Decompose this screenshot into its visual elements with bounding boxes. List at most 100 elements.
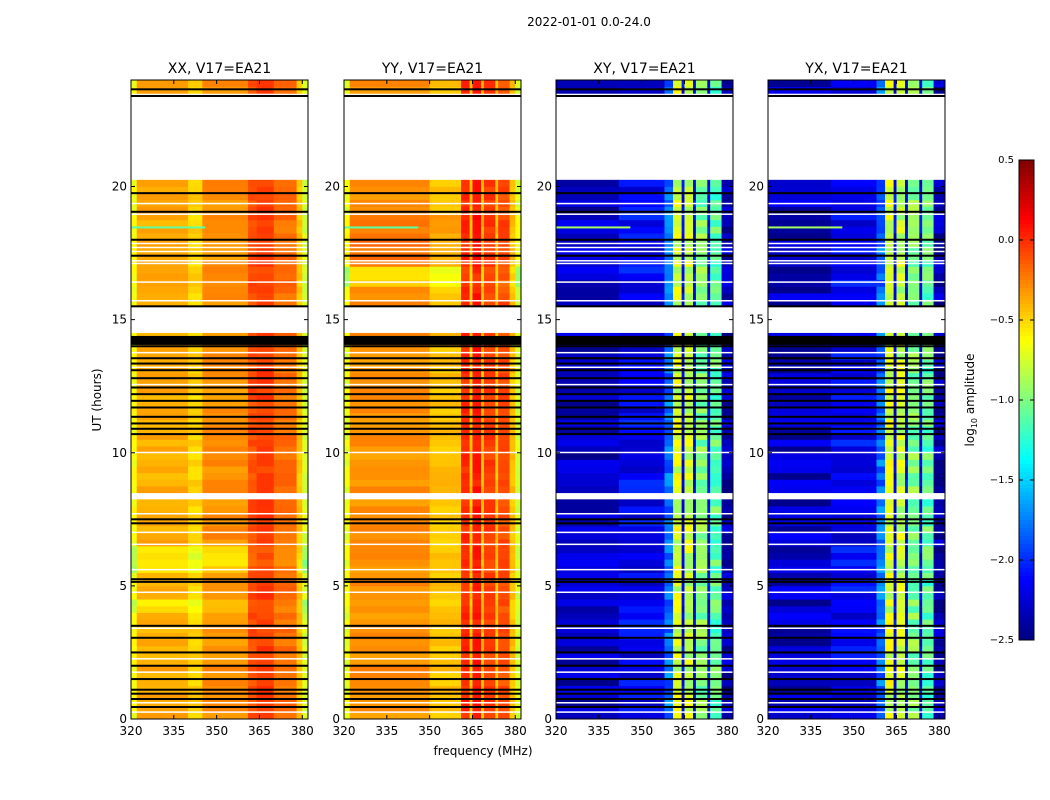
- heatmap-cell: [695, 266, 708, 274]
- heatmap-cell: [461, 512, 471, 520]
- heatmap-cell: [202, 572, 249, 580]
- heatmap-cell: [469, 552, 473, 560]
- heatmap-cell: [188, 659, 203, 667]
- heatmap-cell: [673, 645, 683, 653]
- heatmap-cell: [498, 219, 510, 227]
- heatmap-cell: [256, 672, 275, 680]
- heatmap-cell: [768, 605, 832, 613]
- heatmap-cell: [896, 665, 906, 673]
- heatmap-cell: [296, 206, 303, 214]
- heatmap-cell: [618, 179, 665, 187]
- heatmap-cell: [919, 452, 923, 460]
- heatmap-cell: [515, 612, 522, 620]
- heatmap-cell: [673, 439, 683, 447]
- colorbar-segment: [1019, 320, 1034, 325]
- heatmap-cell: [885, 193, 895, 201]
- heatmap-cell: [830, 506, 877, 514]
- heatmap-cell: [693, 619, 697, 627]
- heatmap-cell: [481, 712, 485, 720]
- heatmap-cell: [876, 472, 886, 480]
- heatmap-cell: [922, 605, 934, 613]
- heatmap-cell: [469, 213, 473, 221]
- heatmap-cell: [922, 572, 934, 580]
- flag-line-black: [131, 692, 308, 695]
- heatmap-cell: [481, 559, 485, 567]
- heatmap-cell: [830, 559, 877, 567]
- heatmap-cell: [905, 213, 909, 221]
- flag-line-white: [556, 568, 733, 571]
- heatmap-cell: [710, 446, 722, 454]
- axes-frame: [767, 79, 946, 720]
- heatmap-cell: [495, 659, 499, 667]
- heatmap-cell: [461, 246, 471, 254]
- heatmap-cell: [481, 372, 485, 380]
- y-tick-label: 15: [537, 313, 552, 327]
- heatmap-cell: [256, 539, 275, 547]
- heatmap-cell: [273, 233, 297, 241]
- heatmap-cell: [664, 233, 674, 241]
- heatmap-cell: [684, 452, 694, 460]
- heatmap-cell: [768, 639, 832, 647]
- heatmap-cell: [885, 213, 895, 221]
- heatmap-cell: [768, 525, 832, 534]
- heatmap-cell: [907, 512, 920, 520]
- heatmap-cell: [710, 206, 722, 214]
- heatmap-cell: [296, 379, 303, 387]
- flag-line-white: [768, 242, 945, 245]
- heatmap-cell: [695, 499, 708, 507]
- y-tick-label: 0: [119, 712, 127, 726]
- heatmap-cell: [256, 446, 275, 454]
- heatmap-cell: [349, 705, 431, 713]
- heatmap-cell: [618, 619, 665, 627]
- heatmap-cell: [896, 346, 906, 354]
- flag-line-white: [556, 451, 733, 454]
- heatmap-cell: [618, 512, 665, 520]
- heatmap-cell: [248, 525, 258, 534]
- heatmap-cell: [495, 705, 499, 713]
- heatmap-cell: [296, 273, 303, 281]
- flag-line-white: [768, 262, 945, 265]
- heatmap-cell: [498, 186, 510, 194]
- heatmap-cell: [344, 512, 351, 520]
- heatmap-cell: [695, 213, 708, 221]
- heatmap-cell: [830, 193, 877, 201]
- heatmap-cell: [515, 213, 522, 221]
- heatmap-cell: [618, 266, 665, 274]
- heatmap-cell: [876, 399, 886, 407]
- heatmap-cell: [256, 219, 275, 227]
- heatmap-cell: [302, 392, 309, 400]
- heatmap-cell: [695, 206, 708, 214]
- heatmap-cell: [556, 525, 620, 534]
- heatmap-cell: [876, 599, 886, 607]
- heatmap-cell: [509, 679, 516, 687]
- heatmap-cell: [349, 585, 431, 593]
- heatmap-cell: [922, 386, 934, 394]
- heatmap-cell: [896, 552, 906, 560]
- x-tick-label: 365: [461, 724, 484, 738]
- heatmap-cell: [509, 625, 516, 633]
- heatmap-cell: [483, 392, 496, 400]
- heatmap-cell: [922, 506, 934, 514]
- heatmap-cell: [131, 219, 138, 227]
- heatmap-cell: [556, 179, 620, 187]
- heatmap-cell: [429, 233, 462, 241]
- heatmap-cell: [461, 705, 471, 713]
- heatmap-cell: [893, 605, 897, 613]
- heatmap-cell: [721, 392, 734, 400]
- heatmap-cell: [707, 479, 711, 487]
- heatmap-cell: [461, 299, 471, 307]
- heatmap-cell: [273, 599, 297, 607]
- heatmap-cell: [896, 625, 906, 633]
- heatmap-cell: [483, 466, 496, 474]
- heatmap-cell: [136, 525, 189, 534]
- heatmap-cell: [131, 705, 138, 713]
- heatmap-cell: [710, 226, 722, 234]
- heatmap-cell: [495, 506, 499, 514]
- x-tick-label: 335: [162, 724, 185, 738]
- heatmap-cell: [905, 645, 909, 653]
- heatmap-cell: [461, 625, 471, 633]
- heatmap-cell: [684, 705, 694, 713]
- heatmap-cell: [618, 612, 665, 620]
- heatmap-cell: [481, 346, 485, 354]
- heatmap-cell: [349, 206, 431, 214]
